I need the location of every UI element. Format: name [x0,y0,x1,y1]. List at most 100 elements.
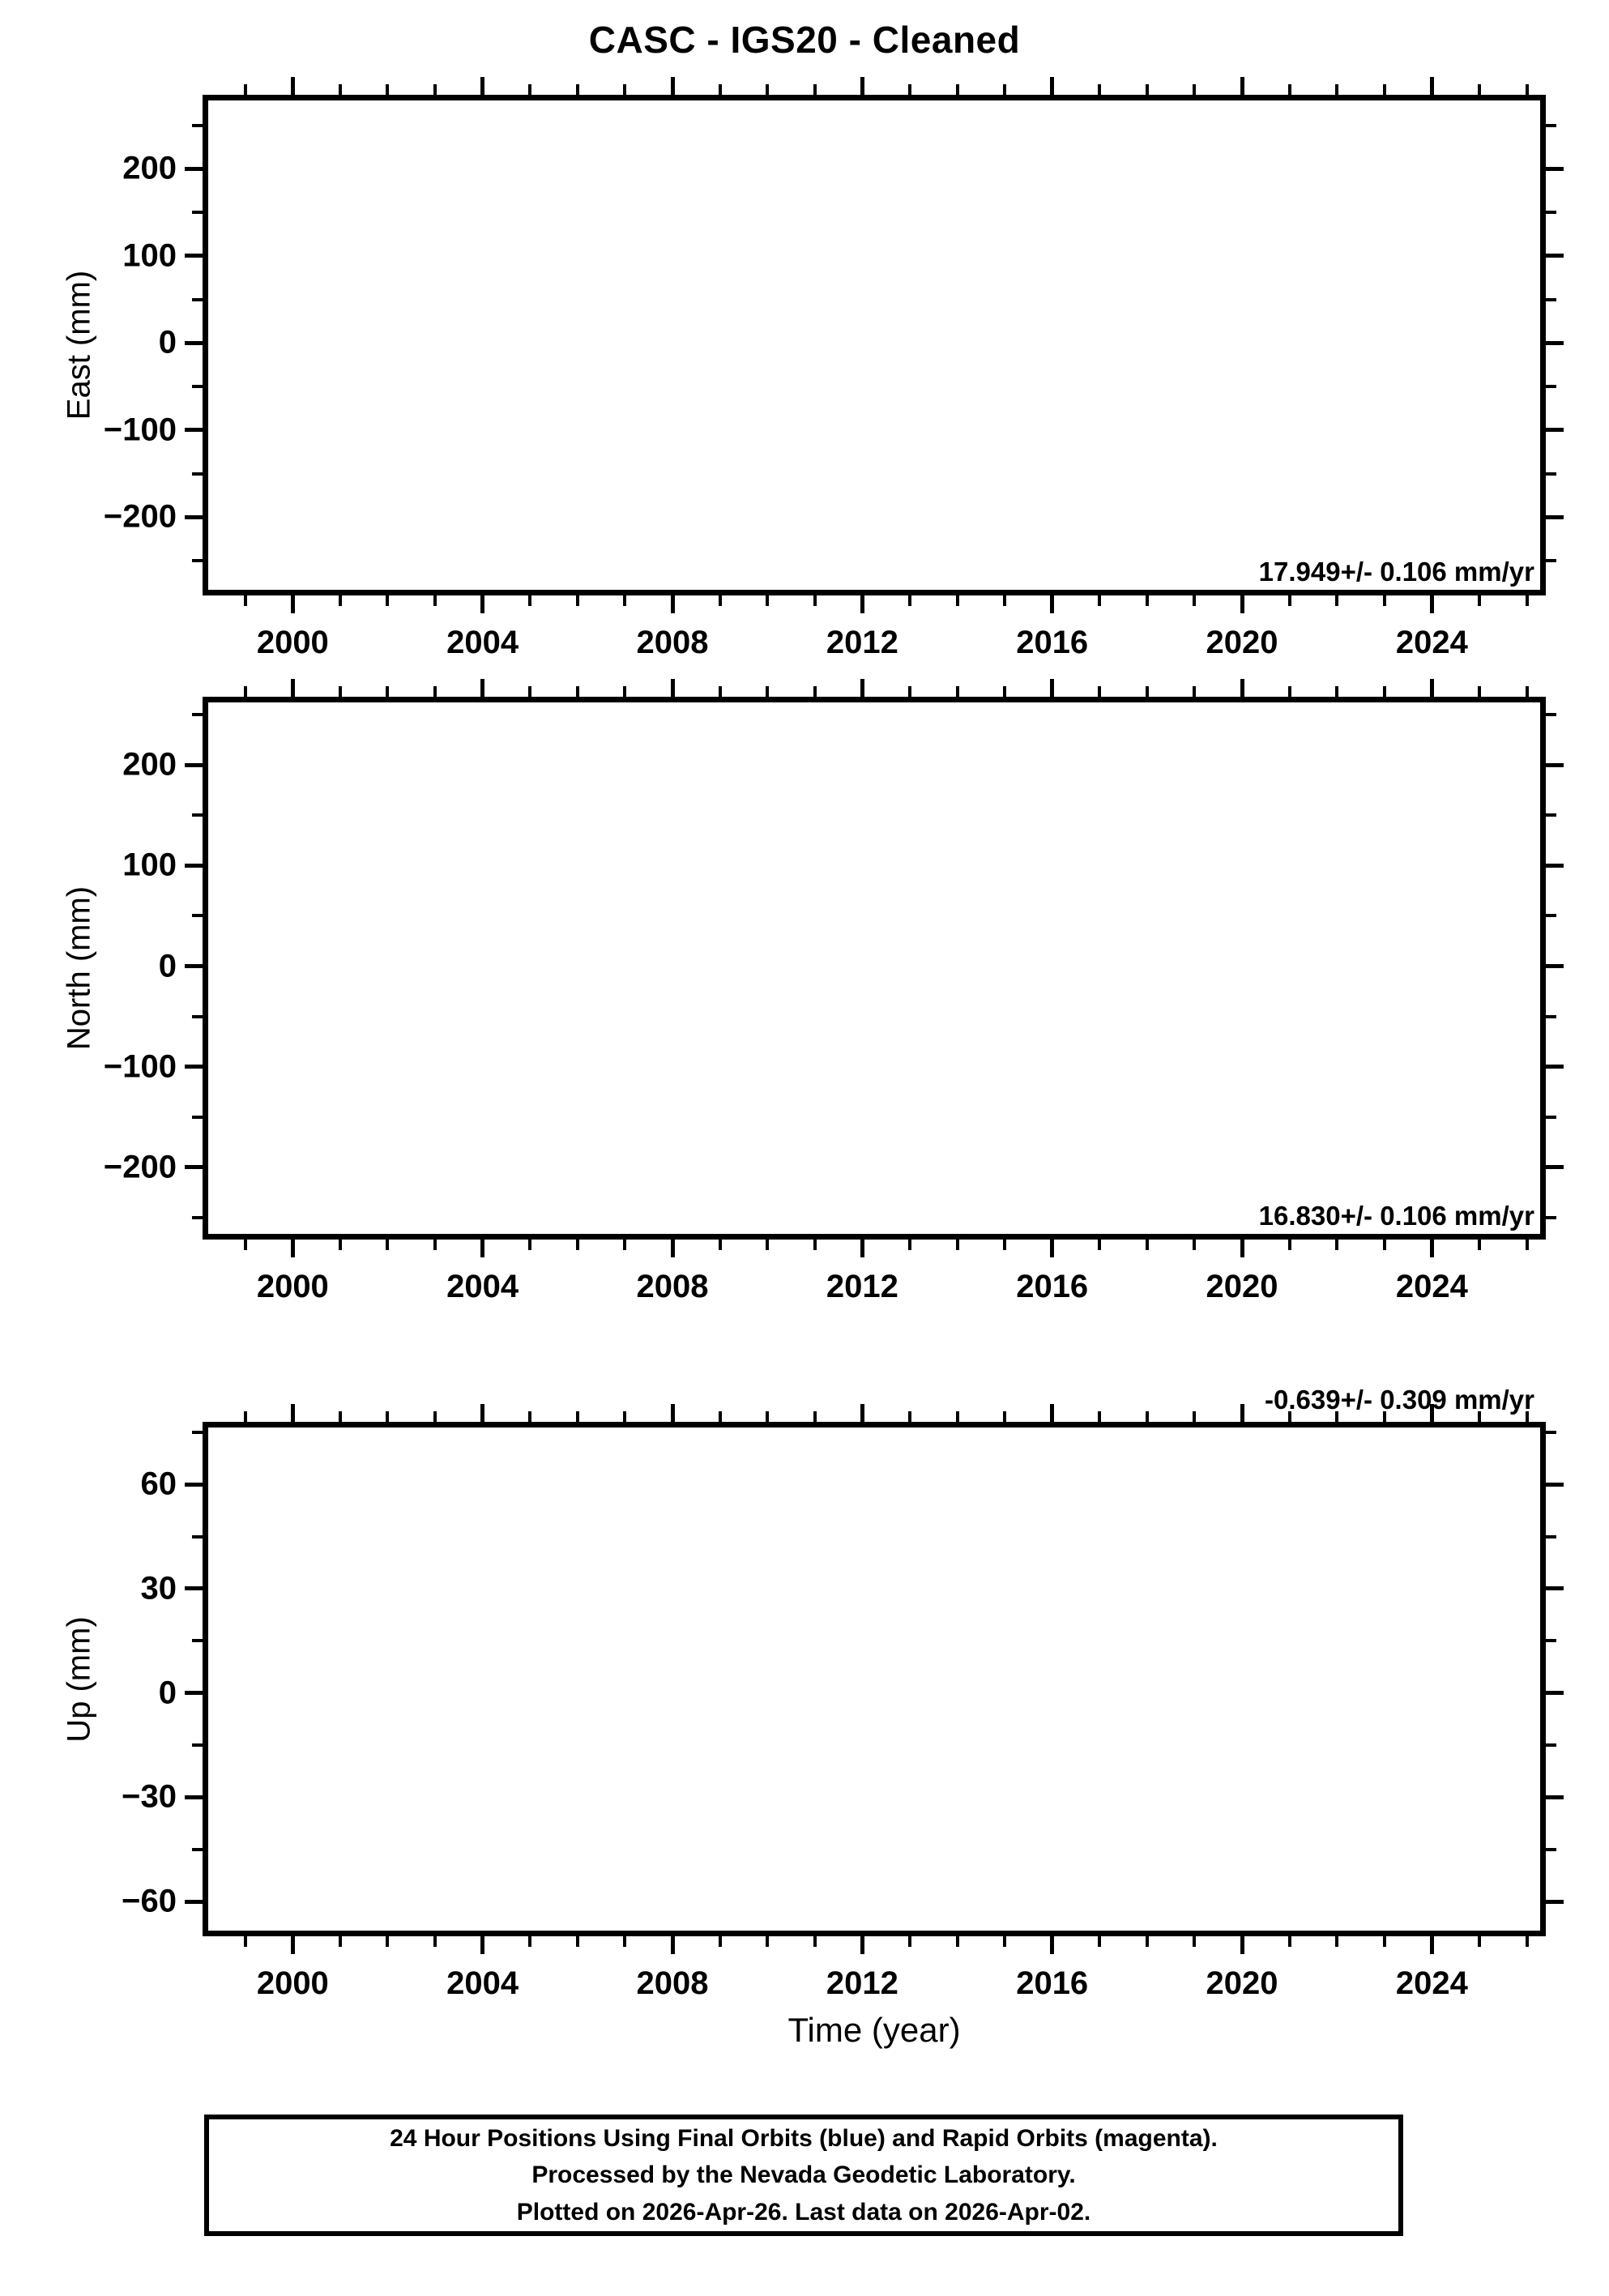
caption-line-3: Plotted on 2026-Apr-26. Last data on 202… [516,2198,1091,2226]
x-minor-tick-east [1003,595,1007,606]
x-minor-tick-up [243,1411,247,1422]
x-tick-label-east: 2004 [446,625,519,660]
x-tick-up [290,1404,295,1422]
x-tick-east [1050,77,1055,95]
x-tick-east [290,77,295,95]
x-tick-up [1050,1404,1055,1422]
x-minor-tick-up [1098,1411,1102,1422]
y-minor-tick-north [192,713,203,717]
x-tick-label-east: 2016 [1016,625,1089,660]
x-minor-tick-north [766,1240,770,1250]
y-tick-up [185,1899,203,1904]
x-tick-label-east: 2008 [636,625,709,660]
x-minor-tick-north [907,1240,911,1250]
x-minor-tick-up [386,1936,390,1947]
x-minor-tick-north [575,686,579,697]
x-minor-tick-east [907,595,911,606]
x-tick-label-north: 2004 [446,1269,519,1304]
x-tick-north [860,1240,864,1257]
x-tick-east [860,595,864,613]
y-minor-tick-east [1546,385,1556,389]
x-minor-tick-east [623,595,627,606]
y-tick-east [185,340,203,345]
x-tick-north [1240,679,1244,697]
x-minor-tick-up [907,1936,911,1947]
x-minor-tick-up [718,1936,722,1947]
x-tick-north [1050,679,1055,697]
y-tick-label-up: 30 [140,1570,177,1607]
y-minor-tick-up [1546,1534,1556,1538]
y-minor-tick-east [1546,211,1556,215]
y-tick-north [1546,1065,1564,1069]
y-minor-tick-east [192,211,203,215]
x-minor-tick-east [528,595,532,606]
y-tick-up [185,1691,203,1696]
x-tick-north [480,1240,485,1257]
x-tick-label-up: 2024 [1395,1965,1468,2001]
x-tick-label-north: 2008 [636,1269,709,1304]
x-minor-tick-east [623,84,627,95]
x-minor-tick-east [813,595,817,606]
y-tick-east [185,514,203,519]
y-tick-label-north: −100 [103,1048,177,1085]
y-tick-north [1546,1165,1564,1170]
x-minor-tick-up [1525,1936,1529,1947]
x-minor-tick-east [243,84,247,95]
x-minor-tick-east [813,84,817,95]
x-tick-north [1240,1240,1244,1257]
x-minor-tick-north [1287,1240,1291,1250]
x-minor-tick-north [433,1240,437,1250]
x-minor-tick-up [1382,1936,1386,1947]
y-minor-tick-east [192,559,203,562]
x-minor-tick-up [813,1411,817,1422]
y-tick-east [1546,514,1564,519]
y-tick-up [1546,1586,1564,1591]
x-minor-tick-east [338,84,342,95]
x-tick-label-up: 2012 [826,1965,898,2001]
x-tick-up [1429,1404,1434,1422]
x-minor-tick-up [813,1936,817,1947]
x-minor-tick-up [243,1936,247,1947]
x-minor-tick-north [1335,686,1339,697]
x-minor-tick-east [718,84,722,95]
x-minor-tick-north [386,1240,390,1250]
x-minor-tick-east [1335,595,1339,606]
x-minor-tick-north [1098,686,1102,697]
x-minor-tick-up [766,1936,770,1947]
x-minor-tick-north [813,1240,817,1250]
x-tick-up [480,1404,485,1422]
x-tick-label-east: 2024 [1395,625,1468,660]
axes-frame-up [203,1422,1546,1936]
x-tick-up [290,1936,295,1954]
caption-line-1: 24 Hour Positions Using Final Orbits (bl… [390,2124,1218,2152]
y-minor-tick-east [1546,123,1556,127]
y-tick-east [1546,428,1564,433]
y-minor-tick-north [1546,1115,1556,1119]
y-tick-north [185,863,203,868]
x-tick-label-north: 2016 [1016,1269,1089,1304]
x-minor-tick-north [1003,686,1007,697]
x-minor-tick-north [955,686,959,697]
x-minor-tick-up [1098,1936,1102,1947]
x-tick-east [860,77,864,95]
x-minor-tick-north [955,1240,959,1250]
x-tick-east [1429,77,1434,95]
x-minor-tick-east [1003,84,1007,95]
y-minor-tick-north [1546,1215,1556,1219]
y-tick-label-up: −60 [122,1883,177,1919]
x-minor-tick-up [1477,1411,1481,1422]
x-tick-east [1240,595,1244,613]
x-minor-tick-north [623,1240,627,1250]
x-tick-label-north: 2020 [1206,1269,1278,1304]
x-minor-tick-east [1335,84,1339,95]
x-minor-tick-east [1477,595,1481,606]
y-axis-title-north: North (mm) [61,886,97,1051]
x-minor-tick-up [1477,1936,1481,1947]
x-minor-tick-up [1335,1936,1339,1947]
x-minor-tick-up [386,1411,390,1422]
x-minor-tick-up [1335,1411,1339,1422]
y-minor-tick-up [1546,1639,1556,1643]
x-tick-label-up: 2020 [1206,1965,1278,2001]
y-tick-label-up: −30 [122,1778,177,1815]
x-minor-tick-up [623,1936,627,1947]
